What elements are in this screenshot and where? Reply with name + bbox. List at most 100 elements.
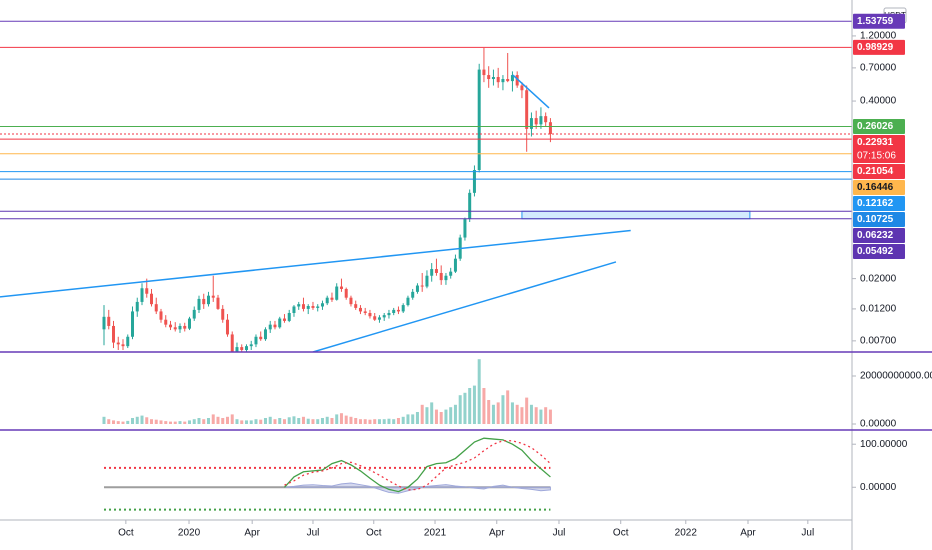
candle-body bbox=[449, 271, 453, 276]
volume-bar bbox=[112, 420, 116, 424]
y-tick-label: 0.00700 bbox=[860, 335, 897, 346]
countdown: 07:15:06 bbox=[857, 151, 896, 162]
price-tag bbox=[853, 39, 905, 55]
oscillator-area bbox=[284, 482, 551, 494]
volume-bar bbox=[472, 385, 476, 424]
volume-bar bbox=[339, 413, 343, 424]
candle-body bbox=[311, 306, 315, 308]
y-tick-label: 0.00000 bbox=[860, 419, 897, 430]
candle-body bbox=[411, 291, 415, 298]
volume-bar bbox=[325, 416, 329, 424]
volume-bar bbox=[154, 419, 158, 424]
price-tag-label: 0.10725 bbox=[857, 214, 894, 225]
candle-body bbox=[145, 288, 149, 294]
candle-body bbox=[325, 297, 329, 304]
volume-bar bbox=[254, 419, 258, 424]
candle-body bbox=[230, 334, 234, 352]
candle-body bbox=[116, 342, 120, 345]
volume-bar bbox=[510, 402, 514, 424]
candle-body bbox=[463, 218, 467, 238]
volume-bar bbox=[320, 418, 324, 424]
candle-body bbox=[268, 324, 272, 330]
candle-body bbox=[316, 306, 320, 308]
volume-bar bbox=[425, 407, 429, 424]
price-tag bbox=[853, 244, 905, 260]
candle-body bbox=[368, 312, 372, 317]
candle-body bbox=[216, 297, 220, 309]
candle-body bbox=[534, 118, 538, 125]
candle-body bbox=[392, 309, 396, 313]
volume-bar bbox=[145, 417, 149, 424]
x-tick-label: Apr bbox=[244, 528, 260, 539]
candle-body bbox=[344, 288, 348, 298]
volume-bar bbox=[401, 416, 405, 424]
candle-body bbox=[482, 69, 486, 76]
candle-body bbox=[282, 318, 286, 321]
oscillator-line bbox=[284, 440, 551, 491]
volume-bar bbox=[344, 415, 348, 424]
price-pane bbox=[0, 20, 852, 352]
volume-bar bbox=[396, 418, 400, 424]
candle-body bbox=[178, 325, 182, 330]
candle-body bbox=[164, 319, 168, 325]
candle-body bbox=[135, 301, 139, 312]
volume-bar bbox=[240, 420, 244, 424]
volume-bar bbox=[135, 416, 139, 424]
candle-body bbox=[425, 275, 429, 287]
volume-bar bbox=[121, 421, 125, 424]
volume-bar bbox=[107, 419, 111, 424]
volume-bar bbox=[411, 414, 415, 424]
price-tag bbox=[853, 212, 905, 228]
volume-bar bbox=[373, 419, 377, 424]
volume-pane bbox=[102, 359, 552, 424]
candle-body bbox=[439, 272, 443, 281]
volume-bar bbox=[273, 419, 277, 424]
volume-bar bbox=[301, 416, 305, 424]
candle-body bbox=[358, 307, 362, 312]
candle-body bbox=[396, 309, 400, 312]
candle-body bbox=[382, 315, 386, 318]
volume-bar bbox=[406, 414, 410, 424]
candle-body bbox=[254, 336, 258, 345]
volume-bar bbox=[259, 419, 263, 424]
trend-line bbox=[0, 229, 631, 298]
candle-body bbox=[263, 329, 267, 340]
y-tick-label: 0.70000 bbox=[860, 63, 897, 74]
volume-bar bbox=[501, 395, 505, 424]
candle-body bbox=[168, 324, 172, 328]
volume-bar bbox=[387, 418, 391, 424]
candle-body bbox=[225, 319, 229, 335]
candle-body bbox=[149, 293, 153, 305]
x-tick-label: 2022 bbox=[675, 528, 698, 539]
price-tag-label: 0.26026 bbox=[857, 121, 894, 132]
volume-bar bbox=[211, 414, 215, 424]
candle-body bbox=[363, 311, 367, 313]
candle-body bbox=[292, 306, 296, 313]
x-tick-label: Jul bbox=[307, 528, 320, 539]
candle-body bbox=[320, 303, 324, 307]
candle-body bbox=[406, 297, 410, 306]
candle-body bbox=[159, 311, 163, 320]
volume-bar bbox=[548, 409, 552, 424]
volume-bar bbox=[491, 404, 495, 424]
candle-body bbox=[434, 269, 438, 273]
candle-body bbox=[211, 295, 215, 298]
volume-bar bbox=[263, 418, 267, 424]
volume-bar bbox=[358, 419, 362, 424]
volume-bar bbox=[458, 395, 462, 424]
volume-bar bbox=[183, 421, 187, 424]
volume-bar bbox=[534, 407, 538, 424]
price-tag bbox=[853, 135, 905, 164]
price-tags: 1.53759 0.98929 0.26026 0.22931 07:15:06 0.21… bbox=[853, 13, 905, 260]
candle-body bbox=[112, 325, 116, 343]
volume-bar bbox=[216, 416, 220, 424]
candle-body bbox=[525, 90, 529, 129]
candle-body bbox=[506, 79, 510, 82]
candle-body bbox=[202, 298, 206, 305]
candle-body bbox=[187, 318, 191, 329]
candle-body bbox=[273, 324, 277, 328]
price-tag bbox=[853, 196, 905, 212]
volume-bar bbox=[335, 414, 339, 424]
x-tick-label: Jul bbox=[801, 528, 814, 539]
